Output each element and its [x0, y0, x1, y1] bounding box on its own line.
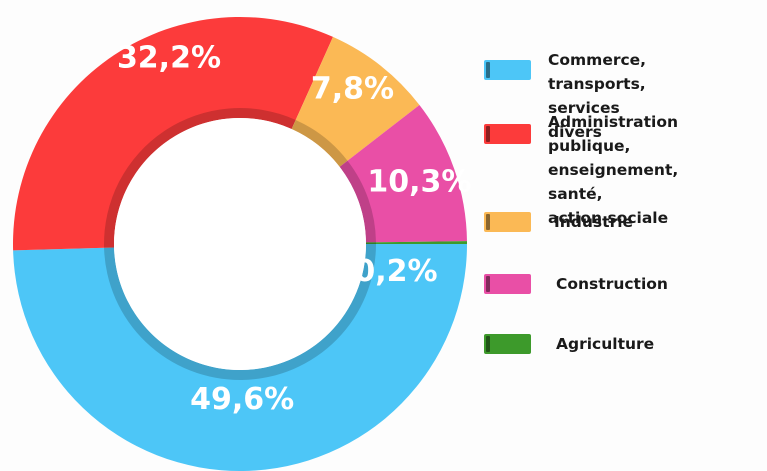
legend-label-administration: Administration publique, enseignement, s… — [548, 113, 679, 227]
legend-swatch-agriculture — [484, 334, 531, 354]
data-label-industrie: 7,8% — [311, 71, 394, 106]
slice-shadow-agriculture — [365, 242, 376, 244]
donut-chart: 49,6% 32,2% 7,8% 10,3% 0,2% — [13, 16, 471, 471]
slice-shadow-construction — [339, 160, 376, 243]
slice-commerce — [13, 244, 468, 471]
slice-shadow-industrie — [291, 119, 348, 167]
legend-swatch-commerce — [484, 60, 531, 80]
slice-shadow-administration — [103, 108, 296, 248]
slice-construction — [339, 104, 467, 243]
data-label-agriculture: 0,2% — [354, 254, 437, 289]
legend-label-agriculture: Agriculture — [556, 335, 655, 353]
donut-data-labels: 49,6% 32,2% 7,8% 10,3% 0,2% — [117, 41, 471, 417]
legend-label-industrie: Industrie — [554, 213, 634, 231]
legend-label-commerce: Commerce, transports, services divers — [548, 51, 647, 141]
data-label-commerce: 49,6% — [190, 382, 294, 417]
slice-industrie — [291, 36, 420, 167]
legend-swatch-administration — [484, 124, 531, 144]
legend-swatch-industrie — [484, 212, 531, 232]
donut-hole — [114, 118, 366, 370]
donut-slices — [13, 16, 468, 471]
data-label-administration: 32,2% — [117, 41, 221, 76]
slice-administration — [13, 16, 334, 251]
data-label-construction: 10,3% — [367, 164, 471, 199]
slice-agriculture — [365, 241, 467, 244]
legend-label-construction: Construction — [556, 275, 668, 293]
legend-swatch-construction — [484, 274, 531, 294]
